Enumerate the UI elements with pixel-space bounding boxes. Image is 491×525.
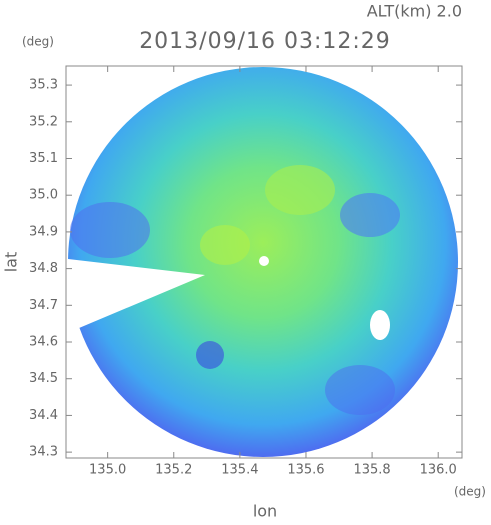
y-tick-label: 34.3 xyxy=(29,445,58,460)
chart-title: 2013/09/16 03:12:29 xyxy=(139,29,391,54)
plot-frame xyxy=(65,65,463,459)
x-tick-label: 136.0 xyxy=(420,463,457,478)
x-tick-label: 135.0 xyxy=(89,463,126,478)
y-tick-label: 35.0 xyxy=(29,188,58,203)
y-tick-label: 34.7 xyxy=(29,298,58,313)
x-tick-label: 135.8 xyxy=(353,463,390,478)
radar-field xyxy=(66,67,458,457)
radar-site xyxy=(259,256,269,266)
blocked-sector xyxy=(66,258,205,334)
y-tick-label: 34.9 xyxy=(29,224,58,239)
y-axis-label: lat xyxy=(2,252,21,273)
no-echo xyxy=(370,310,390,340)
y-tick-label: 34.6 xyxy=(29,335,58,350)
echo-blob xyxy=(70,202,150,258)
y-tick-label: 34.4 xyxy=(29,408,58,423)
annotation: ALT(km) 2.0 xyxy=(367,2,462,21)
y-tick-label: 34.8 xyxy=(29,261,58,276)
x-unit: (deg) xyxy=(454,485,486,499)
y-tick-label: 35.1 xyxy=(29,151,58,166)
echo-blob xyxy=(325,365,395,415)
y-tick-label: 34.5 xyxy=(29,371,58,386)
x-tick-label: 135.2 xyxy=(155,463,192,478)
y-tick-label: 35.2 xyxy=(29,114,58,129)
echo-blob xyxy=(340,193,400,237)
x-tick-label: 135.4 xyxy=(221,463,258,478)
echo-blob xyxy=(200,225,250,265)
x-axis-label: lon xyxy=(253,502,277,521)
y-unit: (deg) xyxy=(22,35,54,49)
x-tick-label: 135.6 xyxy=(287,463,324,478)
y-tick-label: 35.3 xyxy=(29,78,58,93)
echo-blob xyxy=(265,165,335,215)
echo-blob xyxy=(196,341,224,369)
